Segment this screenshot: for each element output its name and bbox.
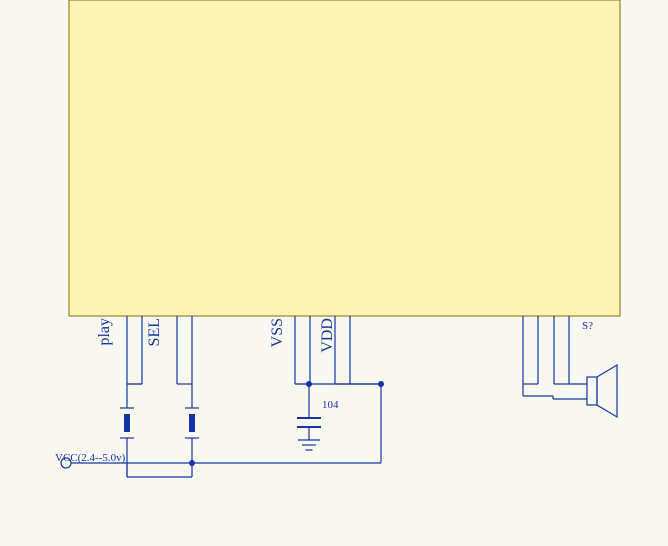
pin-label-play: play (96, 318, 114, 346)
power-label: VCC(2.4--5.0v) (55, 452, 125, 464)
capacitor-label: 104 (322, 399, 339, 411)
speaker-designator: S? (582, 320, 593, 332)
pin-label-vdd: VDD (319, 318, 337, 353)
pin-label-sel: SEL (146, 318, 164, 346)
schematic-canvas (0, 0, 668, 546)
pin-label-vss: VSS (269, 318, 287, 347)
